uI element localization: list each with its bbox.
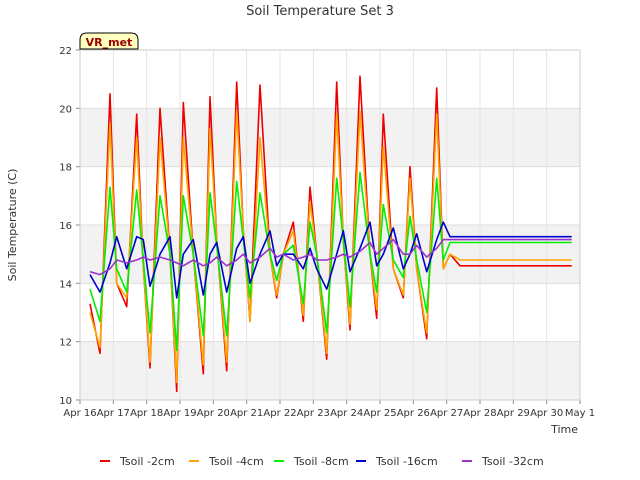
series-line-3 [89,221,572,299]
plot-border [79,49,581,401]
x-tick-label: Apr 21 [230,408,263,419]
x-tick-label: May 1 [565,408,595,419]
legend-label-1: Tsoil -4cm [208,455,264,468]
x-tick-label: Apr 17 [97,408,130,419]
y-tick-label: 10 [59,396,72,407]
x-tick-label: Apr 20 [197,408,230,419]
x-tick-label: Apr 22 [263,408,296,419]
legend-label-2: Tsoil -8cm [293,455,349,468]
y-tick-label: 18 [59,163,72,174]
x-tick-label: Apr 28 [463,408,496,419]
legend-label-4: Tsoil -32cm [481,455,544,468]
badge-label: VR_met [86,36,133,49]
plot-band [80,341,580,400]
y-tick-label: 22 [59,46,72,57]
plot-band [80,108,580,167]
vr-met-badge: VR_met [79,32,139,50]
x-tick-label: Apr 24 [330,408,363,419]
series-line-4 [89,238,572,276]
series-line-1 [89,110,572,384]
x-axis-label: Time [550,423,578,436]
x-tick-label: Apr 23 [297,408,330,419]
legend-label-3: Tsoil -16cm [375,455,438,468]
y-tick-label: 16 [59,221,72,232]
series-line-2 [89,171,572,352]
y-tick-label: 12 [59,338,72,349]
x-tick-label: Apr 18 [130,408,163,419]
x-tick-label: Apr 30 [530,408,563,419]
y-tick-label: 20 [59,104,72,115]
chart-title: Soil Temperature Set 3 [246,4,394,19]
series-lines [89,75,572,393]
y-tick-label: 14 [59,279,72,290]
x-tick-label: Apr 27 [430,408,463,419]
x-tick-label: Apr 25 [363,408,396,419]
y-axis-label: Soil Temperature (C) [6,169,19,282]
x-tick-label: Apr 29 [497,408,530,419]
x-tick-label: Apr 16 [63,408,96,419]
legend-label-0: Tsoil -2cm [119,455,175,468]
x-tick-label: Apr 26 [397,408,430,419]
x-tick-label: Apr 19 [163,408,196,419]
legend: Tsoil -2cm Tsoil -4cm Tsoil -8cm Tsoil -16c… [100,455,544,468]
